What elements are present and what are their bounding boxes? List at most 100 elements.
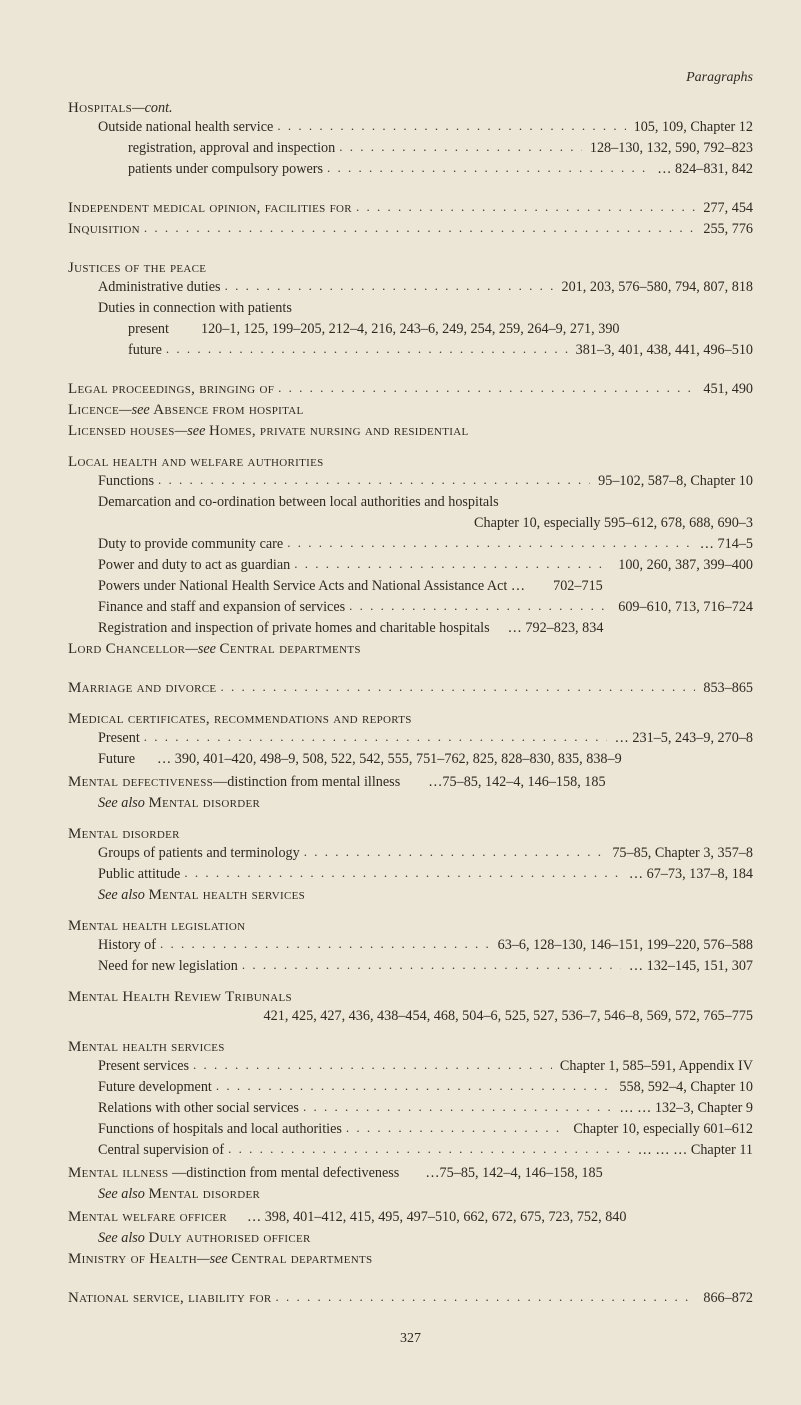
value: …75–85, 142–4, 146–158, 185 <box>420 774 605 791</box>
see-ref: Duly authorised officer <box>148 1230 310 1246</box>
index-page: Paragraphs Hospitals—cont. Outside natio… <box>0 0 801 1397</box>
title: Mental illness —distinction from mental … <box>68 1165 399 1182</box>
local-duty-comm: Duty to provide community care … 714–5 <box>68 536 753 553</box>
value: … … … Chapter 11 <box>630 1142 753 1159</box>
leader-dots <box>323 161 649 176</box>
leader-dots <box>140 730 607 745</box>
ref: Absence from hospital <box>153 402 303 418</box>
value: 100, 260, 387, 399–400 <box>610 557 753 574</box>
local-functions: Functions 95–102, 587–8, Chapter 10 <box>68 473 753 490</box>
label: Present services <box>98 1058 189 1075</box>
mhs-central: Central supervision of … … … Chapter 11 <box>68 1142 753 1159</box>
leader-dots <box>212 1079 612 1094</box>
title: Marriage and divorce <box>68 680 216 697</box>
justices-future: future 381–3, 401, 438, 441, 496–510 <box>68 342 753 359</box>
title: Medical certificates, recommendations an… <box>68 711 412 727</box>
value: 558, 592–4, Chapter 10 <box>611 1079 753 1096</box>
local-demarcation: Demarcation and co-ordination between lo… <box>68 494 753 511</box>
title: Inquisition <box>68 221 140 238</box>
title: Local health and welfare authorities <box>68 454 324 470</box>
value: … … 132–3, Chapter 9 <box>611 1100 753 1117</box>
value: … 231–5, 243–9, 270–8 <box>607 730 753 747</box>
value: Chapter 1, 585–591, Appendix IV <box>552 1058 753 1075</box>
legal-heading: Legal proceedings, bringing of 451, 490 <box>68 381 753 398</box>
label: History of <box>98 937 156 954</box>
title-sc: Mental illness <box>68 1165 168 1181</box>
leader-dots <box>224 1142 630 1157</box>
independent-heading: Independent medical opinion, facilities … <box>68 200 753 217</box>
md-groups: Groups of patients and terminology 75–85… <box>68 845 753 862</box>
ml-history: History of 63–6, 128–130, 146–151, 199–2… <box>68 937 753 954</box>
value: 381–3, 401, 438, 441, 496–510 <box>568 342 753 359</box>
value: 853–865 <box>695 680 753 697</box>
see-ref: Mental disorder <box>148 1186 260 1202</box>
local-heading: Local health and welfare authorities <box>68 454 753 471</box>
leader-dots <box>299 1100 611 1115</box>
title: Ministry of Health <box>68 1251 197 1267</box>
medical-certs-present: Present … 231–5, 243–9, 270–8 <box>68 730 753 747</box>
leader-dots <box>140 221 696 236</box>
value: 75–85, Chapter 3, 357–8 <box>604 845 753 862</box>
see-ref: Mental disorder <box>148 795 260 811</box>
value: 277, 454 <box>695 200 753 217</box>
mental-def-heading: Mental defectiveness—distinction from me… <box>68 774 753 791</box>
value: … 824–831, 842 <box>649 161 753 178</box>
see-pre: See also <box>98 795 148 811</box>
label: Future development <box>98 1079 212 1096</box>
mental-leg-heading: Mental health legislation <box>68 918 753 935</box>
mhs-functions: Functions of hospitals and local authori… <box>68 1121 753 1138</box>
leader-dots <box>154 473 590 488</box>
hospitals-title: Hospitals <box>68 100 132 116</box>
mhs-present: Present services Chapter 1, 585–591, App… <box>68 1058 753 1075</box>
mental-disorder-heading: Mental disorder <box>68 826 753 843</box>
justices-present: present 120–1, 125, 199–205, 212–4, 216,… <box>68 321 753 338</box>
lord-heading: Lord Chancellor—see Central departments <box>68 641 753 658</box>
mhs-future: Future development 558, 592–4, Chapter 1… <box>68 1079 753 1096</box>
see-pre: See also <box>98 1230 148 1246</box>
value: 95–102, 587–8, Chapter 10 <box>590 473 753 490</box>
label: Registration and inspection of private h… <box>98 620 490 637</box>
label: Need for new legislation <box>98 958 238 975</box>
leader-dots <box>273 119 625 134</box>
local-chapter10: Chapter 10, especially 595–612, 678, 688… <box>68 515 753 532</box>
leader-dots <box>189 1058 552 1073</box>
local-power-guard: Power and duty to act as guardian 100, 2… <box>68 557 753 574</box>
hospitals-cont: —cont. <box>132 100 173 116</box>
hospitals-heading: Hospitals—cont. <box>68 100 753 117</box>
label: Public attitude <box>98 866 180 883</box>
title-sc: Mental defectiveness <box>68 774 213 790</box>
title: Mental disorder <box>68 826 180 842</box>
label: Groups of patients and terminology <box>98 845 300 862</box>
leader-dots <box>162 342 568 357</box>
md-pubattitude: Public attitude … 67–73, 137–8, 184 <box>68 866 753 883</box>
title: Mental welfare officer <box>68 1209 227 1226</box>
value: 451, 490 <box>695 381 753 398</box>
md-see: See also Mental health services <box>68 887 753 904</box>
justices-duties-label: Duties in connection with patients <box>68 300 753 317</box>
label: future <box>128 342 162 359</box>
see: —see <box>175 423 209 439</box>
ref: Central departments <box>220 641 361 657</box>
title: Mental Health Review Tribunals <box>68 989 292 1005</box>
moh-heading: Ministry of Health—see Central departmen… <box>68 1251 753 1268</box>
label: Central supervision of <box>98 1142 224 1159</box>
value: 120–1, 125, 199–205, 212–4, 216, 243–6, … <box>193 321 620 338</box>
see: —see <box>197 1251 231 1267</box>
title: Justices of the peace <box>68 260 206 276</box>
title: Independent medical opinion, facilities … <box>68 200 352 217</box>
ref: Homes, private nursing and residential <box>209 423 469 439</box>
leader-dots <box>335 140 582 155</box>
page-number: 327 <box>68 1331 753 1347</box>
justices-heading: Justices of the peace <box>68 260 753 277</box>
leader-dots <box>221 279 554 294</box>
see-pre: See also <box>98 1186 148 1202</box>
local-finance: Finance and staff and expansion of servi… <box>68 599 753 616</box>
mwo-see: See also Duly authorised officer <box>68 1230 753 1247</box>
leader-dots <box>274 381 695 396</box>
mhs-relations: Relations with other social services … …… <box>68 1100 753 1117</box>
medical-certs-heading: Medical certificates, recommendations an… <box>68 711 753 728</box>
leader-dots <box>180 866 621 881</box>
licensed-heading: Licensed houses—see Homes, private nursi… <box>68 423 753 440</box>
paragraphs-header: Paragraphs <box>68 70 753 86</box>
value: … 398, 401–412, 415, 495, 497–510, 662, … <box>239 1209 627 1226</box>
